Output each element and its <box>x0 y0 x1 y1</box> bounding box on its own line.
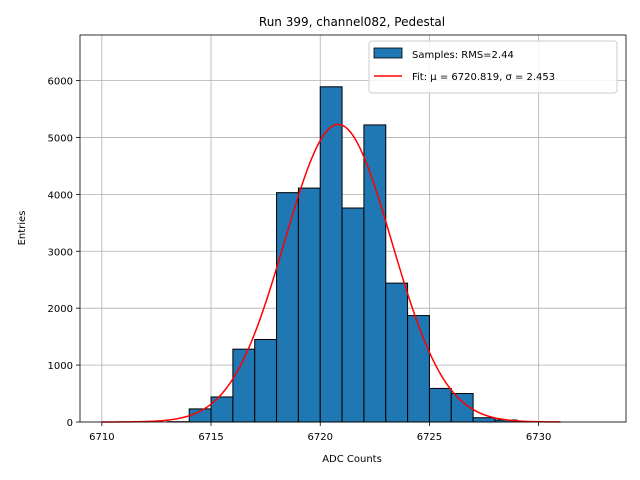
legend-histogram-label: Samples: RMS=2.44 <box>412 50 514 61</box>
y-tick-label: 5000 <box>48 133 73 144</box>
histogram-bar <box>297 187 321 423</box>
histogram-bar <box>276 192 299 423</box>
histogram-bar <box>254 338 278 423</box>
y-tick-label: 6000 <box>48 77 73 88</box>
x-axis-ticks: 6710 6715 6720 6725 6730 <box>89 422 551 443</box>
plot-frame <box>79 34 627 423</box>
histogram-bar <box>341 207 365 423</box>
legend-box <box>368 40 618 94</box>
x-tick-label: 6710 <box>89 432 114 443</box>
x-tick-label: 6715 <box>198 432 223 443</box>
x-tick-label: 6720 <box>308 432 333 443</box>
y-axis-ticks: 0 1000 2000 3000 4000 5000 6000 <box>48 77 80 429</box>
histogram-bar <box>319 86 343 423</box>
legend-histogram-swatch <box>373 47 403 59</box>
x-tick-label: 6725 <box>417 432 442 443</box>
y-tick-label: 1000 <box>48 361 73 372</box>
histogram-bar <box>407 315 430 423</box>
legend: Samples: RMS=2.44 Fit: μ = 6720.819, σ =… <box>368 40 618 94</box>
y-axis-label: Entries <box>17 211 28 246</box>
y-tick-label: 0 <box>67 418 73 429</box>
x-axis-label: ADC Counts <box>322 454 382 465</box>
histogram-bar <box>428 387 452 423</box>
histogram-bar <box>472 417 496 423</box>
legend-fit-label: Fit: μ = 6720.819, σ = 2.453 <box>412 72 555 83</box>
x-tick-label: 6730 <box>526 432 551 443</box>
y-tick-label: 4000 <box>48 190 73 201</box>
histogram-bar <box>363 124 387 423</box>
fit-curve <box>101 123 561 423</box>
y-tick-label: 2000 <box>48 304 73 315</box>
y-tick-label: 3000 <box>48 247 73 258</box>
chart-title: Run 399, channel082, Pedestal <box>259 15 445 29</box>
histogram-bars <box>166 86 540 423</box>
histogram-bar <box>385 282 409 423</box>
